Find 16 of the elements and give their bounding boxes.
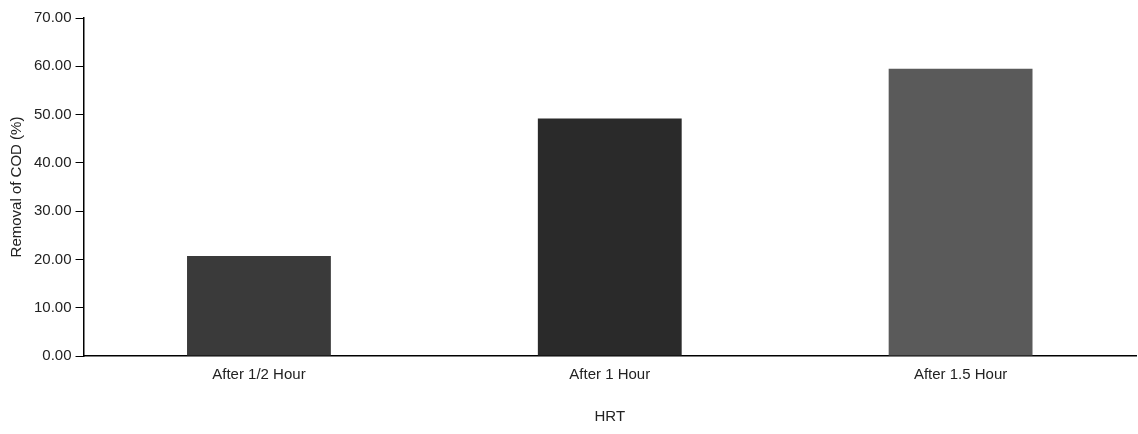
x-tick-label: After 1/2 Hour <box>212 365 306 383</box>
y-tick-label: 60.00 <box>33 56 72 74</box>
x-axis-title: HRT <box>594 407 626 425</box>
y-tick-label: 40.00 <box>33 153 72 170</box>
bar <box>187 256 331 356</box>
y-tick-label: 50.00 <box>33 104 72 122</box>
y-tick-label: 20.00 <box>33 249 72 267</box>
bar <box>888 68 1033 356</box>
bar <box>537 118 682 356</box>
y-tick-label: 10.00 <box>33 297 72 315</box>
y-axis-title: Removal of COD (%) <box>7 116 25 258</box>
y-tick-label: 0.00 <box>42 346 72 364</box>
x-tick-label: After 1.5 Hour <box>913 365 1008 383</box>
x-tick-label: After 1 Hour <box>569 365 651 383</box>
y-tick-label: 70.00 <box>33 8 72 26</box>
y-tick-label: 30.00 <box>33 201 72 219</box>
